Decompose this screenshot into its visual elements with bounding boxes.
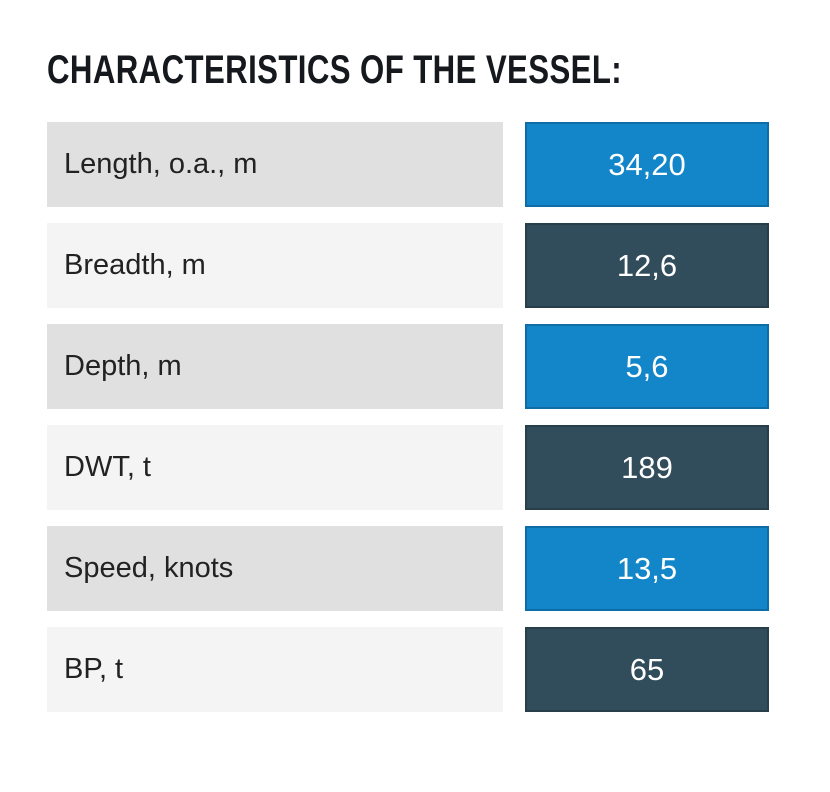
- characteristic-value: 12,6: [525, 223, 769, 308]
- characteristic-label: Speed, knots: [47, 526, 503, 611]
- characteristic-label: BP, t: [47, 627, 503, 712]
- table-row: Speed, knots 13,5: [47, 526, 769, 611]
- characteristic-value: 5,6: [525, 324, 769, 409]
- characteristic-label: Depth, m: [47, 324, 503, 409]
- characteristic-label: Length, o.a., m: [47, 122, 503, 207]
- table-row: DWT, t 189: [47, 425, 769, 510]
- table-row: Breadth, m 12,6: [47, 223, 769, 308]
- characteristics-table: Length, o.a., m 34,20 Breadth, m 12,6 De…: [47, 122, 769, 728]
- table-row: Depth, m 5,6: [47, 324, 769, 409]
- table-row: Length, o.a., m 34,20: [47, 122, 769, 207]
- section-title: CHARACTERISTICS OF THE VESSEL:: [47, 48, 623, 92]
- characteristic-label: Breadth, m: [47, 223, 503, 308]
- characteristic-value: 34,20: [525, 122, 769, 207]
- characteristic-label: DWT, t: [47, 425, 503, 510]
- table-row: BP, t 65: [47, 627, 769, 712]
- characteristic-value: 13,5: [525, 526, 769, 611]
- characteristic-value: 65: [525, 627, 769, 712]
- characteristic-value: 189: [525, 425, 769, 510]
